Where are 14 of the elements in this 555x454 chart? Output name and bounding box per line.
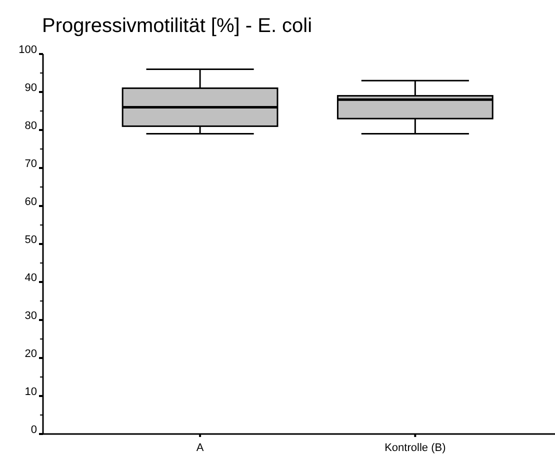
chart-title: Progressivmotilität [%] - E. coli	[42, 15, 312, 37]
y-tick-label: 10	[24, 386, 37, 398]
y-tick-label: 70	[24, 158, 37, 170]
y-tick-label: 100	[18, 44, 37, 56]
y-tick-label: 30	[24, 310, 37, 322]
y-tick-label: 40	[24, 272, 37, 284]
x-tick-label: A	[196, 442, 204, 454]
y-tick-label: 50	[24, 234, 37, 246]
y-tick-label: 0	[30, 424, 37, 436]
y-tick-label: 20	[24, 348, 37, 360]
y-tick-label: 60	[24, 196, 37, 208]
y-tick-label: 90	[24, 82, 37, 94]
x-tick-label: Kontrolle (B)	[384, 442, 446, 454]
y-tick-label: 80	[24, 120, 37, 132]
